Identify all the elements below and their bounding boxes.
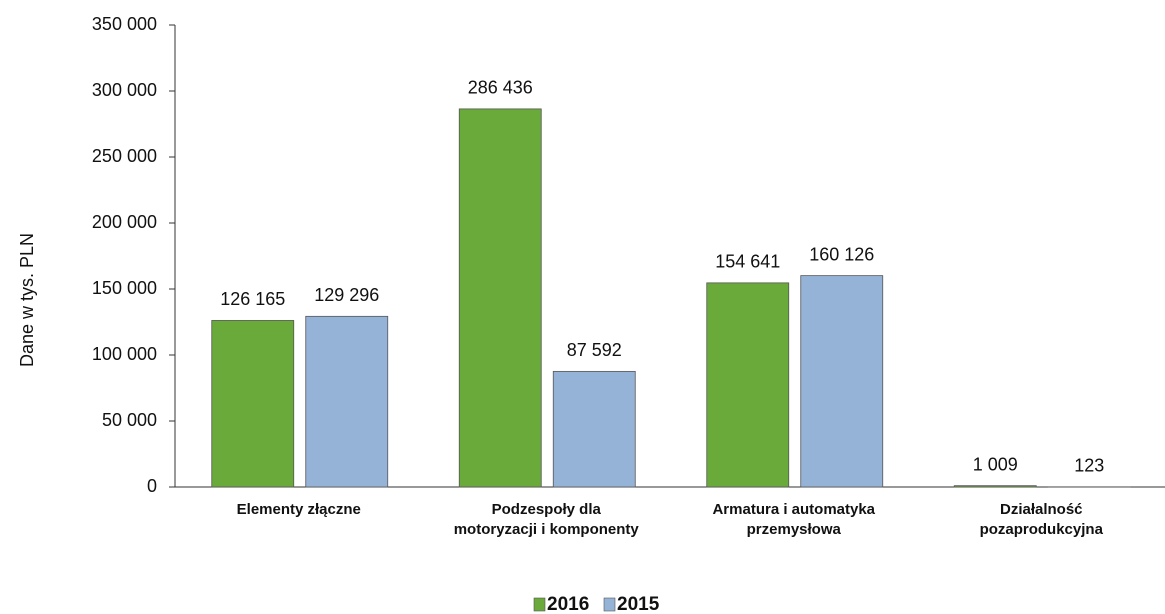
bar — [552, 370, 636, 488]
x-tick-label: Podzespoły dla motoryzacji i komponenty — [453, 501, 639, 538]
y-axis-label: Dane w tys. PLN — [17, 233, 37, 367]
bar — [953, 485, 1037, 488]
y-tick-label: 250 000 — [92, 146, 157, 166]
data-label: 126 165 — [220, 289, 285, 309]
data-label: 123 — [1074, 456, 1104, 476]
y-tick-label: 350 000 — [92, 14, 157, 34]
x-tick-label: Działalność pozaprodukcyjna — [979, 501, 1103, 538]
data-label: 286 436 — [468, 78, 533, 98]
bar — [305, 315, 389, 488]
data-label: 129 296 — [314, 285, 379, 305]
y-tick-label: 100 000 — [92, 344, 157, 364]
x-tick-label: Armatura i automatyka przemysłowa — [712, 501, 876, 538]
legend-swatch — [603, 597, 616, 612]
data-label: 154 641 — [715, 252, 780, 272]
y-tick-label: 200 000 — [92, 212, 157, 232]
legend-label: 2015 — [617, 594, 660, 614]
data-label: 1 009 — [973, 454, 1018, 474]
data-label: 160 126 — [809, 244, 874, 264]
y-tick-label: 300 000 — [92, 80, 157, 100]
y-tick-label: 150 000 — [92, 278, 157, 298]
bar — [458, 108, 542, 488]
y-tick-label: 0 — [147, 476, 157, 496]
legend-label: 2016 — [547, 594, 589, 614]
y-tick-label: 50 000 — [102, 410, 157, 430]
legend-swatch — [533, 597, 546, 612]
bar — [211, 320, 295, 488]
data-label: 87 592 — [567, 340, 622, 360]
bar — [706, 282, 790, 488]
x-tick-label: Elementy złączne — [236, 501, 361, 518]
bar — [800, 275, 884, 488]
